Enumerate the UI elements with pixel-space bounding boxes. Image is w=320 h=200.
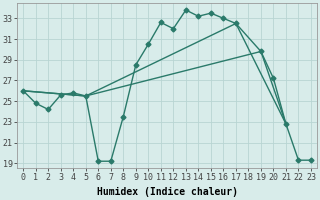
- X-axis label: Humidex (Indice chaleur): Humidex (Indice chaleur): [97, 187, 237, 197]
